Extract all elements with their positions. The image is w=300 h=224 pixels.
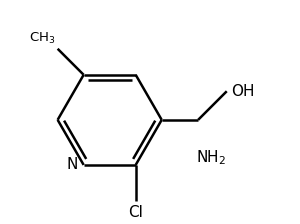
Text: NH$_2$: NH$_2$ <box>196 149 226 167</box>
Text: CH$_3$: CH$_3$ <box>28 31 55 46</box>
Text: OH: OH <box>231 84 254 99</box>
Text: Cl: Cl <box>128 205 143 220</box>
Text: N: N <box>67 157 78 172</box>
